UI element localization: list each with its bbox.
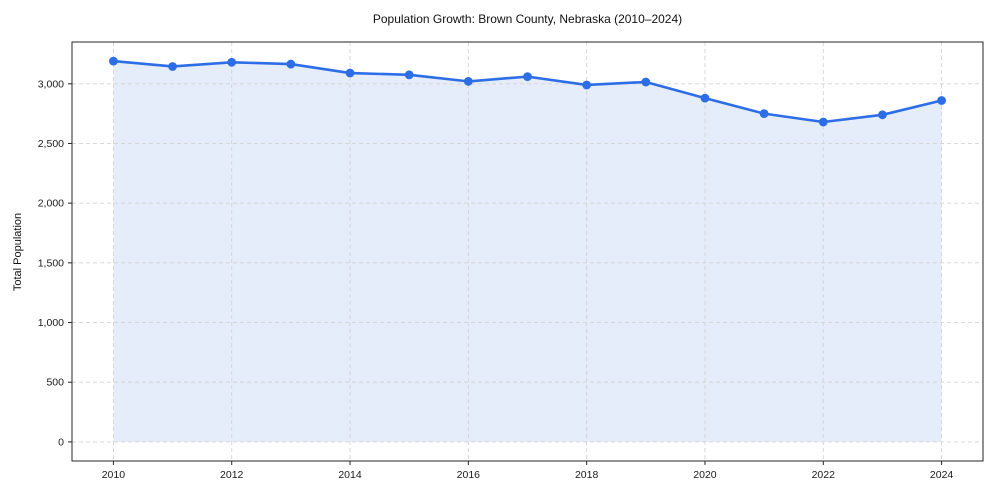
data-point-2022	[818, 117, 828, 127]
data-point-2024	[937, 96, 946, 105]
x-tick-label: 2010	[102, 469, 126, 481]
x-tick-label: 2020	[693, 469, 717, 481]
data-point-2010	[109, 56, 118, 66]
x-tick-label: 2022	[812, 469, 836, 481]
y-tick-label: 2,500	[38, 138, 64, 150]
data-point-2012	[227, 57, 237, 67]
data-point-2013	[286, 59, 296, 69]
data-point-2011	[168, 62, 177, 71]
x-tick-label: 2024	[930, 469, 954, 481]
data-point-2016	[463, 76, 473, 86]
y-tick-label: 1,000	[38, 317, 64, 329]
y-tick-label: 0	[58, 436, 64, 448]
data-point-2017	[523, 72, 532, 82]
data-point-2015	[404, 70, 414, 80]
area-fill	[113, 61, 942, 442]
y-axis-label: Total Population	[12, 212, 24, 292]
x-tick-label: 2016	[457, 469, 481, 481]
data-point-2020	[700, 93, 710, 103]
x-tick-label: 2018	[575, 469, 599, 481]
y-tick-label: 3,000	[38, 78, 64, 90]
data-point-2014	[345, 68, 355, 78]
plot-border	[71, 41, 984, 462]
data-point-2021	[759, 109, 769, 119]
data-point-2019	[641, 77, 651, 87]
x-tick-label: 2012	[220, 469, 244, 481]
data-point-2018	[582, 80, 592, 90]
data-point-2023	[878, 110, 887, 120]
chart-title: Population Growth: Brown County, Nebrask…	[372, 12, 683, 26]
y-tick-label: 1,500	[38, 257, 64, 269]
y-tick-label: 500	[46, 377, 64, 389]
y-tick-label: 2,000	[38, 198, 64, 210]
x-tick-label: 2014	[338, 469, 362, 481]
